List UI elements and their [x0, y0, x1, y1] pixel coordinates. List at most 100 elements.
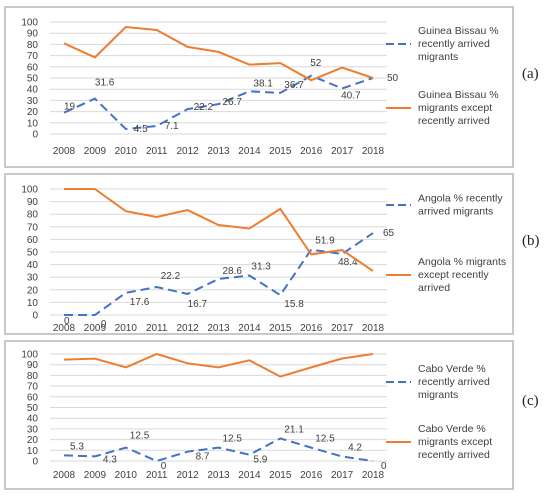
panel-label-a: (a): [522, 66, 539, 82]
x-tick-label: 2010: [115, 323, 138, 333]
legend-label: recently arrived: [418, 449, 490, 461]
data-label: 26.7: [223, 97, 243, 108]
x-tick-label: 2009: [84, 146, 107, 157]
x-tick-label: 2018: [362, 323, 385, 333]
series-line-recent: [64, 232, 374, 316]
data-label: 51.9: [315, 236, 335, 247]
data-label: 5.3: [70, 441, 84, 452]
data-label: 12.5: [223, 434, 243, 445]
y-tick-label: 50: [27, 403, 39, 414]
data-label: 65: [383, 228, 395, 239]
data-label: 5.9: [253, 455, 267, 466]
data-label: 0: [64, 316, 70, 327]
data-label: 38.1: [253, 78, 273, 89]
chart-panel-c: 0 10 20 30 40 50 60 70 80 90 100 2008 2009 2010 2011 20…: [4, 340, 514, 490]
data-label: 22.2: [194, 102, 214, 113]
legend-label: recently arrived: [418, 115, 490, 127]
y-tick-label: 70: [27, 382, 39, 393]
y-tick-label: 50: [27, 248, 39, 259]
y-tick-label: 60: [27, 62, 39, 73]
y-tick-label: 60: [27, 235, 39, 246]
x-tick-label: 2016: [300, 146, 323, 157]
data-label: 0: [161, 461, 167, 472]
legend-label: arrived: [418, 282, 450, 294]
chart-panel-a: 0 10 20 30 40 50 60 70 80 90 100 2008 2009 2010 2011 20…: [4, 6, 514, 168]
data-label: 0: [381, 461, 387, 472]
y-tick-label: 90: [27, 29, 39, 40]
data-label: 16.7: [188, 299, 208, 310]
data-label: 8.7: [196, 452, 210, 463]
legend-label: except recently: [418, 269, 489, 281]
legend-label: Cabo Verde %: [418, 363, 486, 375]
data-label: 4.2: [348, 443, 362, 454]
y-tick-label: 60: [27, 392, 39, 403]
x-tick-label: 2008: [53, 323, 76, 333]
data-label: 12.5: [315, 434, 335, 445]
y-tick-label: 20: [27, 435, 39, 446]
data-label: 52: [310, 58, 322, 69]
x-tick-label: 2018: [362, 470, 385, 481]
x-tick-label: 2013: [207, 146, 230, 157]
legend-label: recently arrived: [418, 38, 490, 50]
y-tick-label: 30: [27, 273, 39, 284]
x-tick-label: 2008: [53, 470, 76, 481]
data-label: 28.6: [223, 266, 243, 277]
y-tick-label: 100: [21, 185, 38, 196]
series-line-except: [64, 188, 374, 272]
y-tick-label: 30: [27, 424, 39, 435]
x-tick-label: 2014: [238, 146, 261, 157]
series-line-recent: [63, 437, 374, 463]
legend-label: migrants: [418, 389, 458, 401]
legend-label: Cabo Verde %: [418, 423, 486, 435]
y-tick-label: 20: [27, 285, 39, 296]
y-tick-label: 40: [27, 85, 39, 96]
legend-label: Guinea Bissau %: [418, 25, 499, 37]
data-label: 31.6: [95, 78, 115, 89]
legend-label: migrants: [418, 51, 458, 63]
x-tick-label: 2012: [176, 470, 199, 481]
x-tick-label: 2015: [269, 323, 292, 333]
x-tick-label: 2018: [362, 146, 385, 157]
data-label: 15.8: [284, 299, 304, 310]
x-tick-label: 2010: [115, 470, 138, 481]
y-tick-label: 80: [27, 210, 39, 221]
x-tick-label: 2014: [238, 323, 261, 333]
x-tick-label: 2017: [331, 146, 354, 157]
x-tick-label: 2016: [300, 470, 323, 481]
x-tick-label: 2012: [176, 323, 199, 333]
legend-label: recently arrived: [418, 376, 490, 388]
y-tick-label: 10: [27, 298, 39, 309]
y-tick-label: 30: [27, 96, 39, 107]
y-tick-label: 100: [21, 18, 38, 29]
x-tick-label: 2015: [269, 146, 292, 157]
y-tick-label: 10: [27, 446, 39, 457]
x-tick-label: 2017: [331, 470, 354, 481]
y-tick-label: 20: [27, 107, 39, 118]
panel-label-b: (b): [522, 233, 540, 249]
series-line-recent: [63, 74, 374, 130]
y-tick-label: 90: [27, 197, 39, 208]
data-label: 36.7: [284, 80, 304, 91]
data-label: 7.1: [165, 121, 179, 132]
legend-label: arrived migrants: [418, 206, 493, 218]
panel-label-c: (c): [522, 393, 539, 409]
data-label: 40.7: [341, 90, 361, 101]
y-tick-label: 90: [27, 360, 39, 371]
data-label: 4.3: [103, 454, 117, 465]
data-label: 4.5: [134, 124, 148, 135]
chart-panel-b: 0 10 20 30 40 50 60 70 80 90 100 2008 2009 2010 2011 20…: [4, 173, 514, 335]
y-tick-label: 0: [32, 311, 38, 322]
data-label: 50: [387, 73, 399, 84]
data-label: 31.3: [251, 262, 271, 273]
y-tick-label: 80: [27, 371, 39, 382]
x-tick-label: 2009: [84, 323, 107, 333]
y-tick-label: 70: [27, 222, 39, 233]
series-line-except: [63, 352, 374, 378]
y-tick-label: 40: [27, 414, 39, 425]
y-tick-label: 0: [32, 457, 38, 468]
x-tick-label: 2009: [84, 470, 107, 481]
y-tick-label: 0: [32, 130, 38, 141]
